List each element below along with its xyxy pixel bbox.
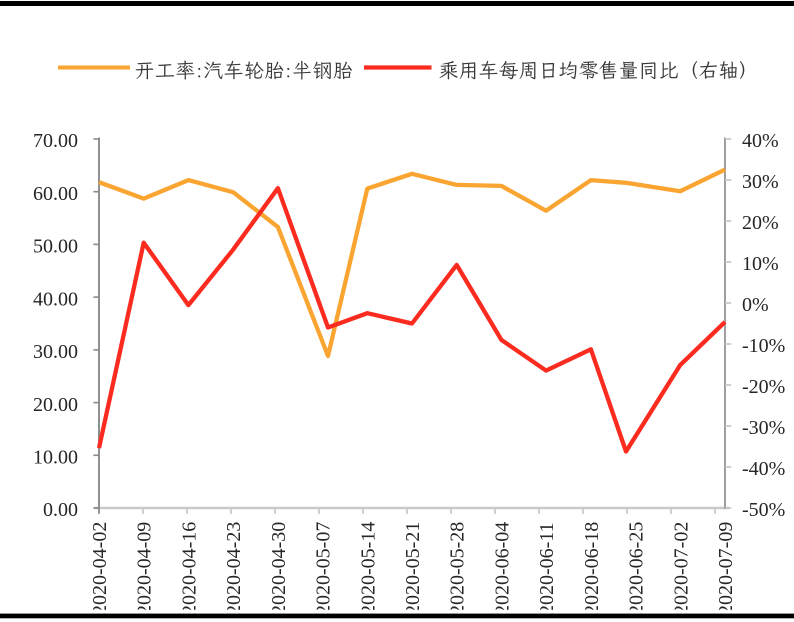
svg-text:2020-04-23: 2020-04-23 (223, 522, 245, 615)
svg-text:2020-06-25: 2020-06-25 (626, 522, 648, 615)
svg-text:50.00: 50.00 (33, 236, 78, 258)
svg-text:2020-06-11: 2020-06-11 (536, 522, 558, 615)
svg-text:70.00: 70.00 (33, 130, 78, 152)
svg-text:20%: 20% (742, 212, 779, 234)
svg-text:2020-05-07: 2020-05-07 (313, 522, 335, 615)
svg-text:0%: 0% (742, 294, 769, 316)
svg-text:20.00: 20.00 (33, 394, 78, 416)
svg-text:2020-04-30: 2020-04-30 (268, 522, 290, 615)
svg-text:-20%: -20% (742, 376, 785, 398)
svg-text:2020-05-28: 2020-05-28 (447, 522, 469, 615)
svg-text:2020-07-09: 2020-07-09 (715, 522, 737, 615)
svg-text:0.00: 0.00 (43, 499, 78, 521)
svg-text:-10%: -10% (742, 335, 785, 357)
svg-text:2020-06-04: 2020-06-04 (491, 522, 513, 615)
svg-text:2020-04-09: 2020-04-09 (134, 522, 156, 615)
svg-text:30%: 30% (742, 171, 779, 193)
svg-text:2020-05-21: 2020-05-21 (402, 522, 424, 615)
svg-text:-30%: -30% (742, 417, 785, 439)
svg-text:2020-06-18: 2020-06-18 (581, 522, 603, 615)
svg-text:60.00: 60.00 (33, 183, 78, 205)
svg-text:10.00: 10.00 (33, 447, 78, 469)
svg-text:40.00: 40.00 (33, 288, 78, 310)
svg-text:2020-05-14: 2020-05-14 (357, 522, 379, 615)
svg-text:30.00: 30.00 (33, 341, 78, 363)
svg-text:-40%: -40% (742, 458, 785, 480)
svg-text:2020-04-16: 2020-04-16 (178, 522, 200, 615)
svg-text:-50%: -50% (742, 499, 785, 521)
svg-text:40%: 40% (742, 130, 779, 152)
svg-text:10%: 10% (742, 253, 779, 275)
svg-text:2020-07-02: 2020-07-02 (670, 522, 692, 615)
svg-text:2020-04-02: 2020-04-02 (89, 522, 111, 615)
